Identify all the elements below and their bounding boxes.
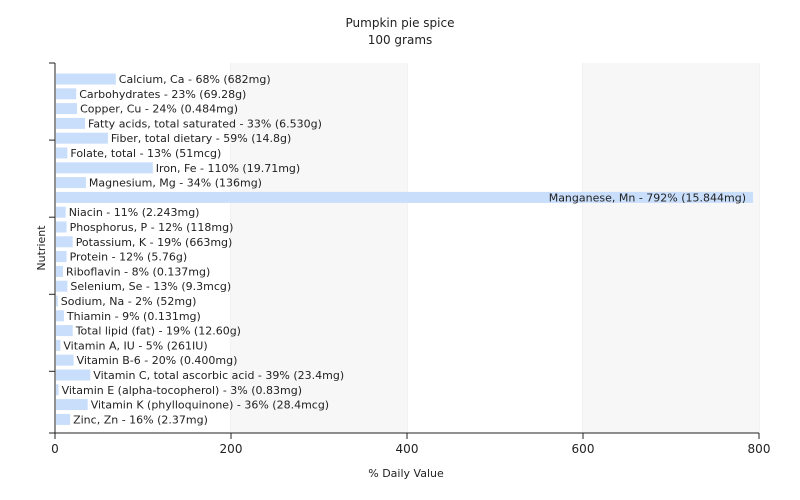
bar <box>56 162 153 174</box>
x-tick-label: 800 <box>748 442 771 456</box>
x-tick-label: 0 <box>51 442 59 456</box>
bar-label: Vitamin C, total ascorbic acid - 39% (23… <box>93 369 344 382</box>
bar-label: Manganese, Mn - 792% (15.844mg) <box>549 191 746 204</box>
bar <box>56 265 63 277</box>
bar-label: Niacin - 11% (2.243mg) <box>69 206 200 219</box>
bar-label: Vitamin K (phylloquinone) - 36% (28.4mcg… <box>91 399 329 412</box>
x-axis-title: % Daily Value <box>368 467 444 480</box>
plot-bands <box>231 63 759 433</box>
bar <box>56 236 73 248</box>
bar <box>56 117 85 129</box>
bar-label: Calcium, Ca - 68% (682mg) <box>119 73 271 86</box>
y-axis-title: Nutrient <box>35 225 48 271</box>
bar <box>56 103 78 115</box>
bar-label: Fatty acids, total saturated - 33% (6.53… <box>88 117 322 130</box>
bar-label: Fiber, total dietary - 59% (14.8g) <box>111 132 291 145</box>
bar-label: Phosphorus, P - 12% (118mg) <box>70 221 234 234</box>
bar <box>56 206 66 218</box>
bar-label: Copper, Cu - 24% (0.484mg) <box>80 103 238 116</box>
axes <box>49 62 760 439</box>
bar <box>56 384 59 396</box>
bar-label: Thiamin - 9% (0.131mg) <box>66 310 201 323</box>
chart-subtitle: 100 grams <box>368 33 433 47</box>
x-tick-label: 400 <box>396 442 419 456</box>
bar <box>56 295 58 307</box>
bar <box>56 88 77 100</box>
bar-label: Vitamin B-6 - 20% (0.400mg) <box>77 354 238 367</box>
bar <box>56 413 71 425</box>
x-tick-label: 200 <box>220 442 243 456</box>
bar <box>56 325 73 337</box>
bar <box>56 339 61 351</box>
bar <box>56 177 86 189</box>
bar <box>56 399 88 411</box>
bar-label: Vitamin E (alpha-tocopherol) - 3% (0.83m… <box>62 384 302 397</box>
bar <box>56 73 116 85</box>
bar <box>56 354 74 366</box>
bar <box>56 221 67 233</box>
bar <box>56 251 67 263</box>
bar <box>56 132 108 144</box>
bar-label: Iron, Fe - 110% (19.71mg) <box>156 162 300 175</box>
bar-label: Sodium, Na - 2% (52mg) <box>61 295 197 308</box>
bar-label: Total lipid (fat) - 19% (12.60g) <box>75 325 241 338</box>
plot-band <box>231 63 407 433</box>
bars <box>56 73 753 425</box>
bar-label: Potassium, K - 19% (663mg) <box>76 236 233 249</box>
chart-title: Pumpkin pie spice <box>346 16 455 30</box>
bar <box>56 147 68 159</box>
bar-label: Protein - 12% (5.76g) <box>70 251 188 264</box>
bar-labels: Calcium, Ca - 68% (682mg) Carbohydrates -… <box>61 73 746 426</box>
bar-label: Selenium, Se - 13% (9.3mcg) <box>70 280 231 293</box>
bar-label: Vitamin A, IU - 5% (261IU) <box>63 339 207 352</box>
bar-label: Carbohydrates - 23% (69.28g) <box>79 88 246 101</box>
x-tick-labels: 0 200 400 600 800 <box>51 442 770 456</box>
bar-label: Magnesium, Mg - 34% (136mg) <box>89 177 262 190</box>
bar-label: Riboflavin - 8% (0.137mg) <box>66 265 210 278</box>
bar <box>56 369 91 381</box>
bar-label: Folate, total - 13% (51mcg) <box>70 147 221 160</box>
plot-band <box>583 63 759 433</box>
bar <box>56 280 68 292</box>
bar-label: Zinc, Zn - 16% (2.37mg) <box>73 413 208 426</box>
x-tick-label: 600 <box>572 442 595 456</box>
bar <box>56 310 64 322</box>
bar <box>56 191 753 203</box>
